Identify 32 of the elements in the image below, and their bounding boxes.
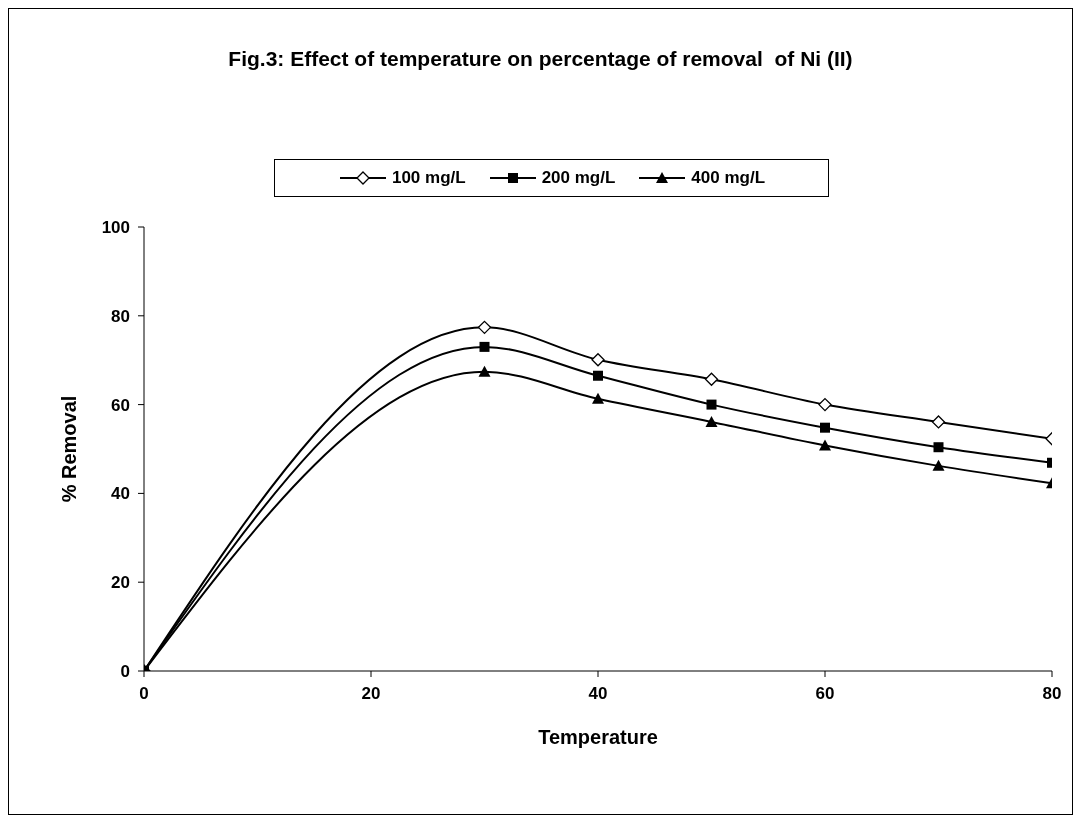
legend-label: 200 mg/L [540, 168, 616, 188]
point [818, 397, 832, 412]
x-tick-label: 0 [139, 684, 149, 704]
legend-label: 100 mg/L [390, 168, 466, 188]
point [931, 415, 946, 429]
point [933, 442, 944, 453]
legend-label: 400 mg/L [690, 168, 766, 188]
point [820, 422, 830, 433]
point [593, 370, 603, 381]
chart-title: Fig.3: Effect of temperature on percentage of removal of Ni (II) [227, 47, 854, 71]
x-tick-label: 40 [588, 684, 608, 704]
point [704, 372, 719, 386]
point [591, 353, 605, 367]
x-tick-label: 80 [1042, 684, 1062, 704]
y-tick-label: 80 [111, 306, 130, 326]
y-tick-label: 100 [101, 218, 130, 238]
y-tick-label: 20 [111, 573, 130, 593]
point [819, 439, 831, 451]
y-tick-label: 60 [111, 395, 130, 415]
y-axis-title: % Removal [58, 395, 81, 503]
x-tick-label: 20 [361, 684, 381, 704]
x-tick-label: 60 [815, 684, 835, 704]
point [592, 392, 604, 404]
x-axis-title: Temperature [538, 726, 658, 748]
point [705, 415, 718, 427]
point [479, 341, 490, 352]
point [932, 459, 945, 471]
y-tick-label: 0 [120, 662, 130, 682]
y-tick-label: 40 [111, 484, 130, 504]
point [477, 320, 492, 334]
point [478, 365, 491, 377]
point [706, 399, 717, 410]
